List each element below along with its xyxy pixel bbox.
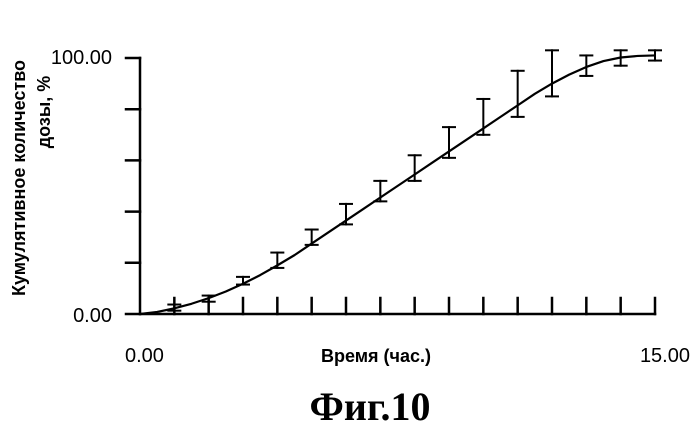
fit-curve: [139, 54, 656, 316]
x-axis-title: Время (час.): [321, 346, 431, 366]
x-tick-label-min: 0.00: [125, 345, 164, 367]
y-tick-label-min: 0.00: [73, 305, 112, 327]
plot-area: [124, 49, 662, 316]
figure-caption: Фиг.10: [309, 384, 430, 429]
y-tick-label-max: 100.00: [51, 47, 112, 69]
y-axis-title-line1: Кумулятивное количество: [9, 60, 29, 296]
y-axis-title-line2: дозы, %: [34, 76, 54, 149]
x-tick-label-max: 15.00: [640, 345, 690, 367]
